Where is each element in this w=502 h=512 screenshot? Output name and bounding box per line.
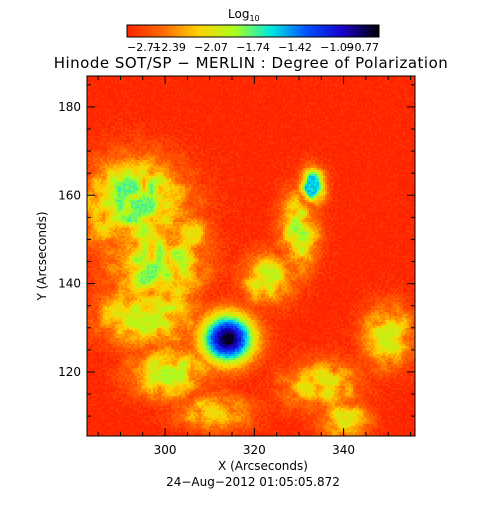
x-tick-label: 340: [332, 443, 355, 457]
x-tick-label: 320: [243, 443, 266, 457]
y-tick-label: 160: [58, 188, 81, 202]
colorbar-tick-label: −1.09: [320, 41, 354, 54]
heatmap-raster: [87, 76, 415, 436]
x-axis-label: X (Arcseconds): [218, 459, 308, 473]
y-tick-label: 180: [58, 100, 81, 114]
y-axis-label: Y (Arcseconds): [35, 211, 49, 301]
colorbar-tick-label: −2.71: [127, 41, 161, 54]
colorbar-label: Log10: [228, 7, 260, 23]
colorbar-tick-label: −1.74: [236, 41, 270, 54]
x-tick-label: 300: [154, 443, 177, 457]
plot-frame: [86, 75, 416, 437]
y-axis-ticks: 120 140 160 180: [58, 84, 415, 417]
colorbar-tick-label: −2.39: [152, 41, 186, 54]
chart-title: Hinode SOT/SP − MERLIN : Degree of Polar…: [54, 54, 449, 72]
y-tick-label: 140: [58, 277, 81, 291]
colorbar: [126, 24, 380, 38]
y-tick-label: 120: [58, 365, 81, 379]
heatmap-image: [87, 76, 415, 436]
colorbar-label-sub: 10: [249, 14, 259, 23]
colorbar-tick-label: −1.42: [278, 41, 312, 54]
colorbar-tick-label: −0.77: [345, 41, 379, 54]
timestamp: 24−Aug−2012 01:05:05.872: [166, 475, 340, 489]
colorbar-ticks: −2.71−2.39 −2.07 −1.74 −1.42 −1.09−0.77: [127, 41, 379, 54]
colorbar-tick-label: −2.07: [194, 41, 228, 54]
colorbar-label-main: Log: [228, 7, 249, 21]
x-axis-ticks: 300 320 340: [97, 76, 412, 457]
